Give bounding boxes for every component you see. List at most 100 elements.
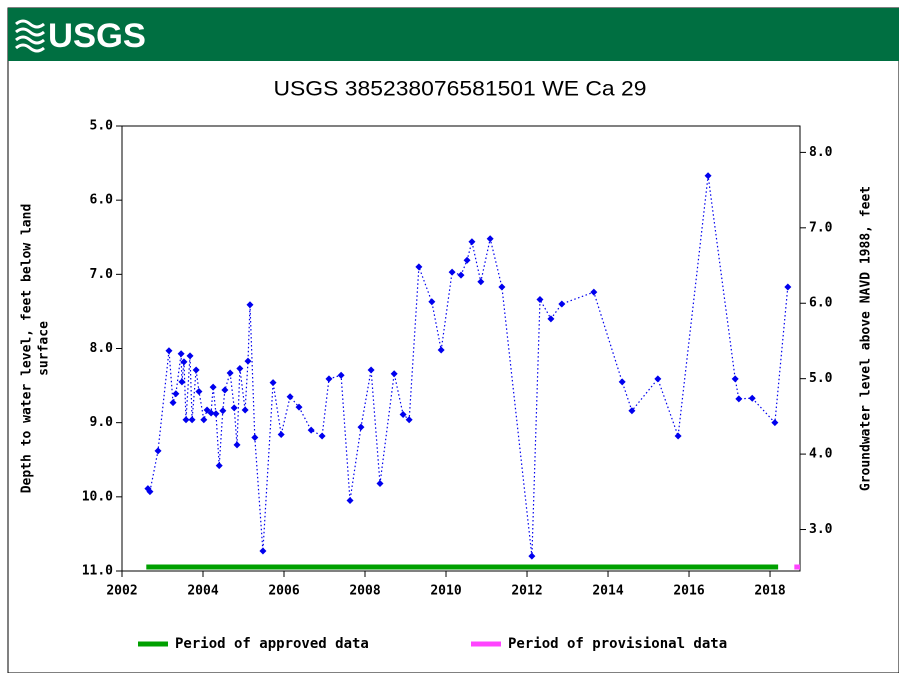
data-point	[146, 488, 154, 496]
legend-label: Period of provisional data	[508, 636, 727, 652]
data-point	[212, 410, 220, 418]
data-point	[674, 432, 682, 440]
data-point	[415, 263, 423, 271]
data-point	[428, 298, 436, 306]
frame	[7, 7, 899, 673]
data-point	[207, 409, 215, 417]
data-point	[215, 462, 223, 470]
data-point	[188, 416, 196, 424]
data-point	[154, 447, 162, 455]
data-point	[172, 390, 180, 398]
x-tick-label: 2012	[511, 584, 542, 599]
data-point	[357, 423, 365, 431]
data-point	[590, 288, 598, 296]
data-point	[236, 365, 244, 373]
data-point	[221, 386, 229, 394]
data-point	[399, 411, 407, 419]
data-point	[784, 283, 792, 291]
header-band	[8, 8, 899, 61]
y-tick-label: 7.0	[90, 267, 114, 282]
y-tick-label: 11.0	[82, 564, 113, 579]
y-tick-label: 6.0	[90, 193, 114, 208]
y2-tick-label: 8.0	[809, 145, 833, 160]
logo-waves	[15, 19, 45, 53]
data-point	[259, 547, 267, 555]
data-point	[180, 358, 188, 366]
data-point	[177, 350, 185, 358]
data-point	[325, 375, 333, 383]
y2-tick-label: 4.0	[809, 447, 833, 462]
y-tick-label: 9.0	[90, 415, 114, 430]
data-point	[558, 300, 566, 308]
data-point	[337, 371, 345, 379]
data-point	[318, 432, 326, 440]
data-point	[457, 271, 465, 279]
y-axis-label: surface	[37, 321, 52, 376]
x-tick-label: 2004	[187, 584, 218, 599]
chart-title: USGS 385238076581501 WE Ca 29	[274, 78, 647, 101]
legend-label: Period of approved data	[175, 636, 369, 652]
data-point	[192, 366, 200, 374]
data-point	[547, 315, 555, 323]
y-tick-label: 5.0	[90, 119, 114, 134]
y-tick-label: 8.0	[90, 341, 114, 356]
data-point	[376, 479, 384, 487]
logo: USGS	[48, 17, 146, 55]
data-point	[226, 369, 234, 377]
data-point	[748, 394, 756, 402]
data-point	[182, 416, 190, 424]
data-point	[165, 347, 173, 355]
data-point	[468, 238, 476, 246]
data-point	[536, 296, 544, 304]
x-tick-label: 2016	[673, 584, 704, 599]
data-point	[771, 419, 779, 427]
data-point	[203, 406, 211, 414]
data-point	[367, 366, 375, 374]
data-point	[178, 378, 186, 386]
x-tick-label: 2002	[106, 584, 137, 599]
data-point	[209, 383, 217, 391]
data-point	[230, 404, 238, 412]
y-axis-label: Depth to water level, feet below land	[20, 204, 35, 494]
y2-axis-label: Groundwater level above NAVD 1988, feet	[859, 186, 874, 491]
data-point	[169, 399, 177, 407]
data-point	[437, 346, 445, 354]
y2-tick-label: 6.0	[809, 296, 833, 311]
y-tick-label: 10.0	[82, 489, 113, 504]
data-point	[477, 278, 485, 286]
y2-tick-label: 7.0	[809, 220, 833, 235]
data-point	[346, 497, 354, 505]
data-point	[307, 426, 315, 434]
x-tick-label: 2010	[430, 584, 461, 599]
data-point	[528, 552, 536, 560]
data-point	[486, 235, 494, 243]
x-tick-label: 2018	[754, 584, 785, 599]
x-tick-label: 2014	[592, 584, 623, 599]
data-point	[498, 283, 506, 291]
data-point	[628, 407, 636, 415]
data-point	[241, 406, 249, 414]
data-point	[195, 388, 203, 396]
data-point	[295, 403, 303, 411]
data-point	[251, 434, 259, 441]
data-point	[618, 378, 626, 386]
data-point	[463, 256, 471, 264]
data-point	[244, 357, 252, 365]
data-point	[219, 407, 227, 415]
y2-tick-label: 5.0	[809, 371, 833, 386]
y2-tick-label: 3.0	[809, 522, 833, 537]
data-point	[448, 268, 456, 276]
x-tick-label: 2006	[268, 584, 299, 599]
data-point	[269, 379, 277, 387]
data-point	[731, 375, 739, 383]
data-point	[405, 416, 413, 424]
data-point	[735, 395, 743, 403]
data-point	[246, 301, 254, 309]
data-point	[286, 393, 294, 401]
data-point	[654, 375, 662, 383]
data-point	[186, 352, 194, 360]
data-point	[233, 441, 241, 449]
data-point	[200, 416, 208, 424]
x-tick-label: 2008	[349, 584, 380, 599]
